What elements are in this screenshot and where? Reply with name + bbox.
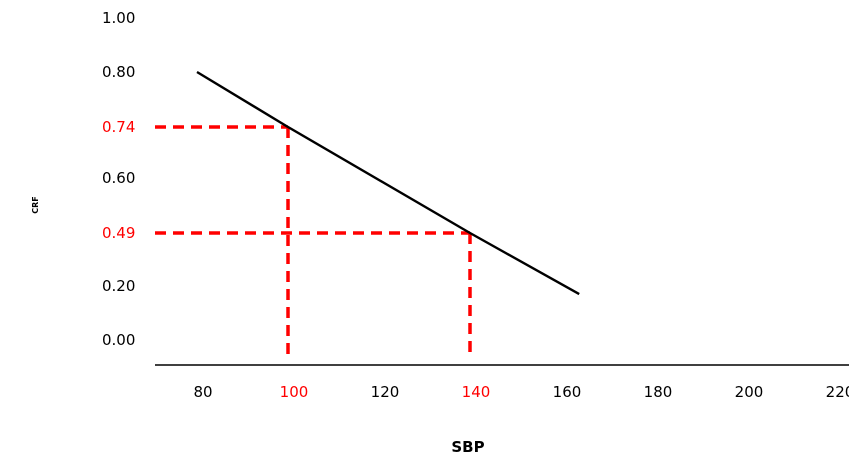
reference-lines	[155, 125, 472, 359]
x-tick-label: 200	[735, 383, 764, 401]
y-tick-label: 1.00	[102, 9, 135, 27]
x-tick-label: 160	[553, 383, 582, 401]
y-tick-labels: 1.00 0.80 0.74 0.60 0.49 0.20 0.00	[102, 9, 135, 349]
y-tick-label: 0.60	[102, 169, 135, 187]
y-tick-label: 0.49	[102, 224, 135, 242]
y-tick-label: 0.20	[102, 277, 135, 295]
y-tick-label: 0.74	[102, 118, 135, 136]
y-axis-label: CRF	[31, 196, 40, 214]
x-tick-label: 80	[193, 383, 212, 401]
x-tick-label: 120	[371, 383, 400, 401]
series-line-layer	[196, 70, 580, 296]
y-tick-label: 0.80	[102, 63, 135, 81]
y-tick-label: 0.00	[102, 331, 135, 349]
x-tick-label: 100	[280, 383, 309, 401]
series-line	[196, 70, 580, 296]
x-tick-label: 140	[462, 383, 491, 401]
x-tick-labels: 80 100 120 140 160 180 200 220	[193, 383, 849, 401]
x-tick-label: 180	[644, 383, 673, 401]
x-axis-label: SBP	[451, 438, 484, 456]
x-tick-label: 220	[826, 383, 849, 401]
